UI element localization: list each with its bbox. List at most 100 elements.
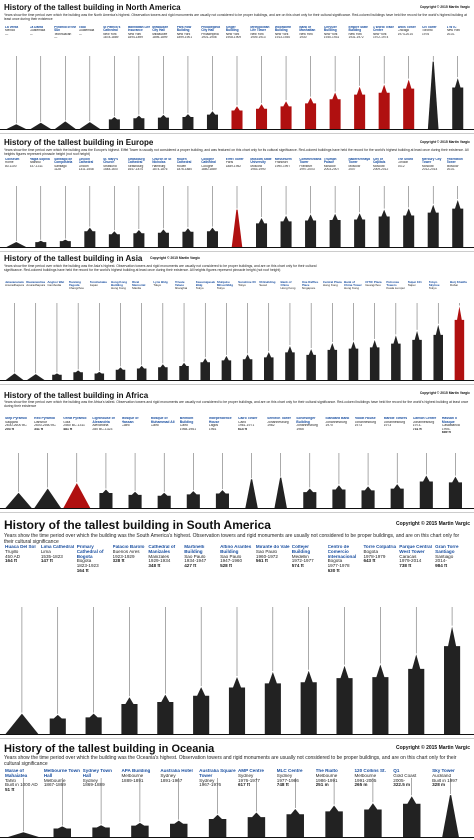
building-silhouette	[285, 346, 295, 381]
building-silhouette	[133, 115, 145, 130]
skyline-svg	[0, 778, 474, 838]
building-name: 1 WTC	[446, 26, 457, 29]
building-silhouette	[427, 204, 439, 248]
building-silhouette	[33, 488, 62, 509]
building-location: Buenos Aires	[112, 549, 140, 554]
building-height: 427 ft	[184, 564, 197, 569]
building-cards: La Venta Mexico — La Danta Guatemala — Pyramid…	[4, 26, 470, 54]
building-name: Carlton Centre	[412, 417, 437, 420]
building-name: Central Plaza	[322, 281, 342, 284]
building-silhouette	[256, 218, 268, 248]
building-silhouette	[280, 215, 292, 248]
building-name: Milwaukee City Hall	[152, 26, 169, 33]
building-silhouette	[94, 371, 105, 381]
building-silhouette	[327, 343, 338, 381]
building-location: Paris	[225, 161, 234, 165]
skyline	[0, 186, 474, 248]
building-silhouette	[4, 713, 40, 735]
building-silhouette	[35, 240, 47, 248]
building-card: Shinjuku Mitsui Bldg Tokyo	[217, 281, 236, 307]
building-years: 1535-1823	[40, 554, 63, 559]
building-card: Q1 Gold Coast 2005- 322.5 m	[393, 769, 430, 805]
building-card: Hong Kong Building Hong Kong	[111, 281, 130, 307]
building-silhouette	[84, 227, 96, 248]
building-years: 1976-1977	[237, 778, 260, 783]
building-silhouette	[115, 367, 126, 381]
building-silhouette	[448, 476, 462, 509]
building-silhouette	[59, 239, 71, 248]
building-location: Tokyo	[428, 287, 437, 291]
building-years: 2005-	[393, 778, 406, 783]
ground-line	[0, 734, 474, 735]
building-location: Stralsund	[103, 164, 117, 168]
building-silhouette	[264, 352, 274, 381]
building-years: 1901-1908	[201, 36, 217, 40]
building-card: City of Capitals Moscow 2009-2012	[373, 158, 396, 184]
building-card: Eiffel Tower Paris 1889-1952	[226, 158, 249, 184]
building-location: Melbourne	[315, 773, 338, 778]
building-location: Hong Kong	[322, 284, 338, 288]
copyright: Copyright © 2015 Martin Vargic	[419, 391, 470, 395]
building-location: Cologne	[201, 164, 214, 168]
building-height: 348 ft	[148, 564, 161, 569]
building-years: 1889-1891	[121, 778, 144, 783]
building-silhouette	[364, 803, 382, 838]
building-years: 1972-1974	[372, 36, 389, 40]
building-silhouette	[228, 677, 246, 735]
building-years: 2014-	[446, 168, 455, 172]
building-height: 164 ft	[76, 569, 89, 574]
building-location: Melbourne	[121, 773, 144, 778]
building-height: 51 ft	[5, 788, 15, 793]
building-cards: JetavanaramayaAnuradhapuraRuwanwelisayaA…	[4, 281, 470, 307]
building-name: Lincoln Cathedral	[78, 158, 94, 165]
panel-asia: History of the tallest building in Asia …	[0, 253, 474, 383]
building-location: Frankfurt	[274, 161, 288, 165]
building-card: Torre Colpatria Bogota 1978-1979 643 ft	[363, 545, 397, 603]
building-silhouette	[442, 795, 460, 838]
building-silhouette	[49, 714, 66, 735]
building-years: 1548-1647	[103, 168, 119, 172]
building-silhouette	[25, 374, 46, 381]
building-years: 1128	[54, 168, 61, 172]
building-location: Rouen	[176, 164, 187, 168]
building-card: Lincoln Cathedral Lincoln 1311-1548	[79, 158, 102, 184]
building-location: Singapore	[301, 287, 316, 291]
building-card: Bank of China Tower Hong Kong	[344, 281, 363, 307]
building-silhouette	[157, 694, 174, 735]
building-name: Belmont Building	[179, 417, 194, 424]
panel-subtitle: Years show the time period over which th…	[4, 13, 467, 21]
building-location: Bogota	[327, 559, 343, 564]
building-card: Federation Tower Moscow 2014-	[447, 158, 470, 184]
panel-europe: History of the tallest building in Europ…	[0, 136, 474, 250]
building-years: 1974-2014	[397, 32, 413, 36]
building-silhouette	[186, 491, 200, 509]
building-years: 450 AD	[5, 554, 21, 559]
building-silhouette	[403, 208, 415, 248]
building-location: Taipei	[407, 284, 416, 288]
building-name: Shinjuku Mitsui Bldg	[216, 281, 234, 288]
building-card: Cologne Cathedral Cologne 1880-1889	[201, 158, 224, 184]
building-silhouette	[53, 121, 78, 130]
building-silhouette	[264, 672, 281, 735]
building-location: Johannesburg	[267, 420, 289, 424]
panel-subtitle: Years show the time period over which th…	[4, 755, 457, 767]
building-card: Coltejer Building Medellin 1972-1977 574 ft	[292, 545, 326, 603]
building-years: 2600-2560 BC	[34, 424, 56, 428]
building-name: Australia Hotel	[160, 769, 193, 773]
building-height: 630 ft	[327, 569, 340, 574]
building-card: Belmont Building Cairo 1958-1961	[180, 417, 207, 451]
building-card: St. Mary's Church Stralsund 1548-1647	[103, 158, 126, 184]
building-location: Lincoln	[78, 164, 89, 168]
building-card: Moscow State University Moscow 1953-1990	[250, 158, 273, 184]
building-silhouette	[274, 477, 288, 509]
building-location: Lagos	[208, 424, 219, 428]
building-silhouette	[245, 479, 258, 509]
building-silhouette	[300, 670, 317, 735]
building-card: Roodt House Johannesburg 1973	[355, 417, 382, 451]
building-name: Coliseum	[5, 158, 20, 161]
building-years: 1934-1947	[184, 559, 207, 564]
building-silhouette	[4, 242, 29, 248]
building-years: 1979-2014	[399, 559, 422, 564]
building-silhouette	[452, 78, 464, 130]
building-years: 1929-1934	[148, 559, 171, 564]
